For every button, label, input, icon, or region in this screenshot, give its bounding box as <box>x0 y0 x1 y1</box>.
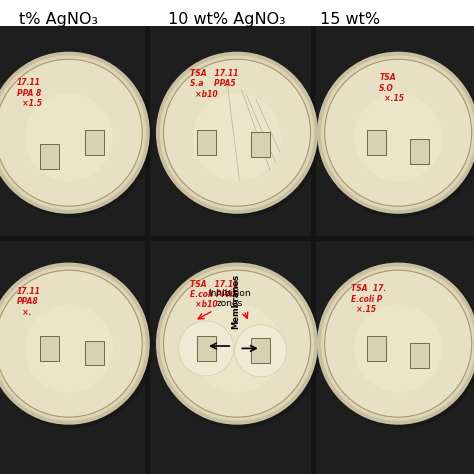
Text: t% AgNO₃: t% AgNO₃ <box>19 12 98 27</box>
Circle shape <box>157 264 321 428</box>
Circle shape <box>193 93 281 182</box>
Text: TSA
S.O
  ×.15: TSA S.O ×.15 <box>379 73 404 103</box>
Circle shape <box>157 53 321 217</box>
Circle shape <box>317 52 474 214</box>
Circle shape <box>164 270 310 417</box>
Circle shape <box>25 93 113 182</box>
Circle shape <box>0 52 150 214</box>
FancyBboxPatch shape <box>367 336 386 361</box>
FancyBboxPatch shape <box>410 139 429 164</box>
FancyBboxPatch shape <box>197 336 216 361</box>
Circle shape <box>193 304 281 392</box>
FancyBboxPatch shape <box>410 343 429 368</box>
FancyBboxPatch shape <box>85 341 104 365</box>
FancyBboxPatch shape <box>251 338 270 363</box>
Circle shape <box>0 266 146 421</box>
Circle shape <box>179 321 234 376</box>
Circle shape <box>319 264 474 428</box>
Circle shape <box>354 93 442 182</box>
Circle shape <box>235 325 287 377</box>
Circle shape <box>0 59 142 206</box>
FancyBboxPatch shape <box>40 144 59 169</box>
Text: 17.11
PPA8
  ×.: 17.11 PPA8 ×. <box>17 287 40 317</box>
Text: Membranes: Membranes <box>232 274 240 329</box>
Circle shape <box>354 304 442 392</box>
Circle shape <box>0 263 150 425</box>
Circle shape <box>160 266 314 421</box>
Circle shape <box>0 270 142 417</box>
Text: Inhibition
zones: Inhibition zones <box>209 289 251 308</box>
Circle shape <box>321 55 474 210</box>
Circle shape <box>0 55 146 210</box>
Circle shape <box>325 59 472 206</box>
FancyBboxPatch shape <box>251 132 270 157</box>
Text: 15 wt%: 15 wt% <box>320 12 380 27</box>
Circle shape <box>0 53 153 217</box>
FancyBboxPatch shape <box>40 336 59 361</box>
Text: 10 wt% AgNO₃: 10 wt% AgNO₃ <box>168 12 286 27</box>
FancyBboxPatch shape <box>0 0 474 26</box>
Circle shape <box>317 263 474 425</box>
Circle shape <box>160 55 314 210</box>
Circle shape <box>164 59 310 206</box>
Circle shape <box>25 304 113 392</box>
FancyBboxPatch shape <box>367 130 386 155</box>
Circle shape <box>156 52 318 214</box>
Circle shape <box>0 264 153 428</box>
Circle shape <box>321 266 474 421</box>
Text: TSA  17.
E.coli P
  ×.15: TSA 17. E.coli P ×.15 <box>351 284 386 314</box>
FancyBboxPatch shape <box>197 130 216 155</box>
Circle shape <box>156 263 318 425</box>
Circle shape <box>319 53 474 217</box>
Text: TSA   17.11
S.a    PPA5
  ×b10: TSA 17.11 S.a PPA5 ×b10 <box>190 69 238 99</box>
Text: TSA   17.11
E.coli PPA5
  ×b10: TSA 17.11 E.coli PPA5 ×b10 <box>190 280 238 310</box>
FancyBboxPatch shape <box>85 130 104 155</box>
Text: 17.11
PPA 8
  ×1.5: 17.11 PPA 8 ×1.5 <box>17 78 42 108</box>
Circle shape <box>325 270 472 417</box>
